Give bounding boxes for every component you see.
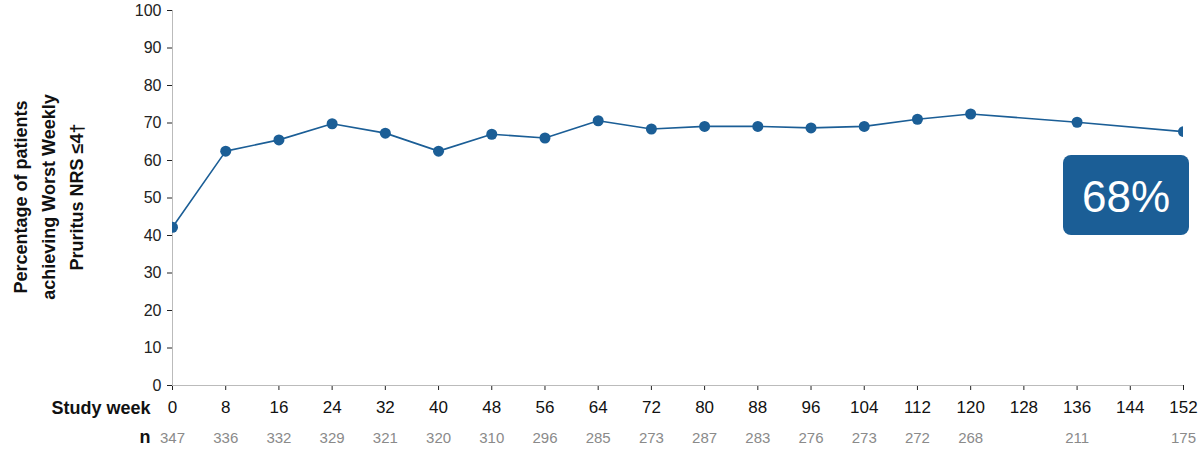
svg-text:128: 128 xyxy=(1010,398,1038,417)
svg-text:68%: 68% xyxy=(1082,172,1170,221)
svg-text:211: 211 xyxy=(1065,429,1089,446)
svg-text:88: 88 xyxy=(748,398,767,417)
svg-text:48: 48 xyxy=(482,398,501,417)
svg-text:285: 285 xyxy=(586,429,611,446)
svg-text:56: 56 xyxy=(536,398,555,417)
svg-text:10: 10 xyxy=(144,339,162,356)
svg-text:268: 268 xyxy=(958,429,983,446)
svg-text:332: 332 xyxy=(266,429,291,446)
svg-text:104: 104 xyxy=(850,398,878,417)
svg-text:Study week: Study week xyxy=(51,398,151,418)
svg-text:96: 96 xyxy=(802,398,821,417)
svg-text:50: 50 xyxy=(144,189,162,206)
svg-text:80: 80 xyxy=(144,77,162,94)
svg-text:144: 144 xyxy=(1116,398,1144,417)
svg-text:n: n xyxy=(140,427,151,447)
svg-text:32: 32 xyxy=(376,398,395,417)
svg-text:60: 60 xyxy=(144,152,162,169)
svg-text:20: 20 xyxy=(144,302,162,319)
svg-text:100: 100 xyxy=(135,2,162,19)
svg-text:80: 80 xyxy=(695,398,714,417)
svg-text:70: 70 xyxy=(144,114,162,131)
svg-text:40: 40 xyxy=(144,227,162,244)
svg-text:24: 24 xyxy=(323,398,342,417)
svg-text:336: 336 xyxy=(213,429,238,446)
svg-text:272: 272 xyxy=(905,429,930,446)
svg-text:310: 310 xyxy=(479,429,504,446)
svg-text:136: 136 xyxy=(1063,398,1091,417)
svg-text:72: 72 xyxy=(642,398,661,417)
svg-text:120: 120 xyxy=(956,398,984,417)
svg-text:329: 329 xyxy=(320,429,345,446)
svg-text:30: 30 xyxy=(144,264,162,281)
svg-text:321: 321 xyxy=(373,429,398,446)
svg-text:64: 64 xyxy=(589,398,608,417)
svg-text:273: 273 xyxy=(639,429,664,446)
svg-text:175: 175 xyxy=(1171,429,1196,446)
svg-text:287: 287 xyxy=(692,429,717,446)
svg-text:152: 152 xyxy=(1169,398,1197,417)
svg-text:283: 283 xyxy=(745,429,770,446)
svg-text:112: 112 xyxy=(904,398,931,417)
svg-text:276: 276 xyxy=(799,429,824,446)
svg-text:296: 296 xyxy=(532,429,557,446)
svg-text:273: 273 xyxy=(852,429,877,446)
svg-text:347: 347 xyxy=(160,429,185,446)
svg-text:0: 0 xyxy=(153,377,162,394)
svg-text:0: 0 xyxy=(168,398,177,417)
svg-text:320: 320 xyxy=(426,429,451,446)
svg-text:8: 8 xyxy=(221,398,230,417)
svg-text:Percentage of patientsachievin: Percentage of patientsachieving Worst We… xyxy=(11,94,87,299)
svg-text:16: 16 xyxy=(269,398,288,417)
svg-text:90: 90 xyxy=(144,39,162,56)
svg-text:40: 40 xyxy=(429,398,448,417)
